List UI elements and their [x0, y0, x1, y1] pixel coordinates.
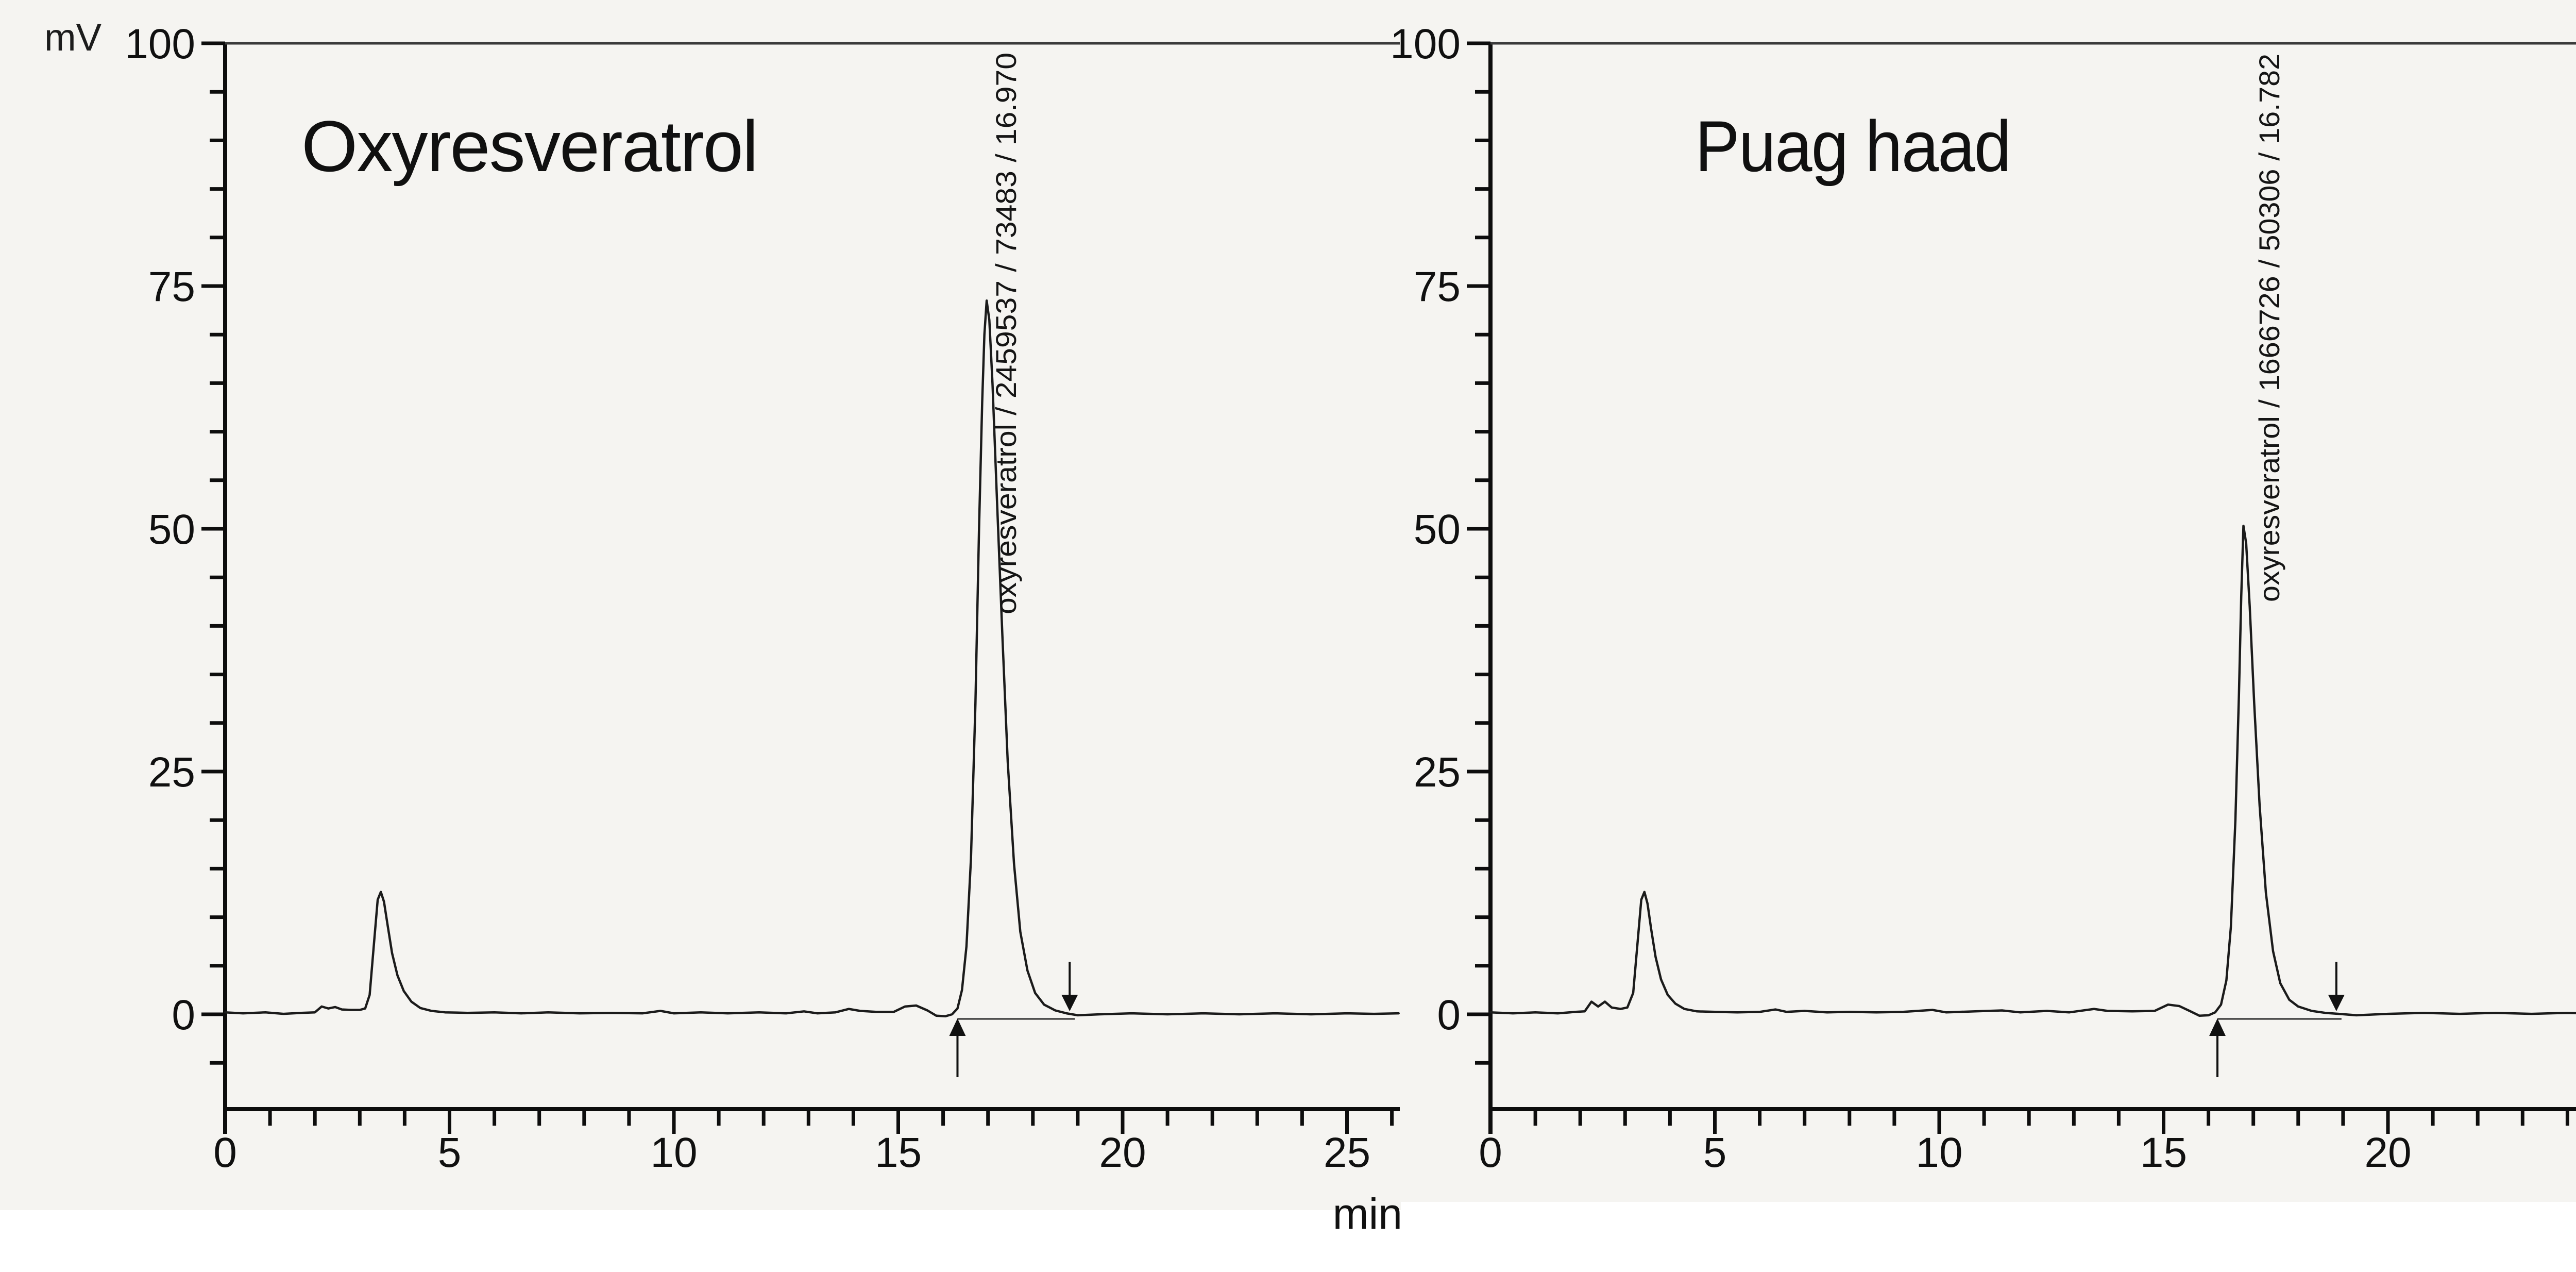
- x-tick-label: 0: [1479, 1129, 1502, 1176]
- y-tick-label: 0: [172, 992, 195, 1039]
- panel-title: Puag haad: [1695, 106, 2010, 187]
- y-tick-label: 100: [125, 21, 195, 68]
- x-tick-label: 20: [1099, 1129, 1146, 1176]
- y-tick-label: 25: [148, 749, 195, 796]
- left-panel-background-extension: [0, 1202, 1401, 1210]
- x-axis-unit-label: min: [1333, 1190, 1402, 1238]
- axes: [223, 42, 1400, 1134]
- axis-ticks: 0 25 50 75 100 0 5 10 15 20 25: [125, 21, 1394, 1176]
- y-tick-label: 25: [1414, 749, 1461, 796]
- x-tick-label: 25: [1324, 1129, 1370, 1176]
- x-tick-label: 5: [438, 1129, 462, 1176]
- peak-annotation: oxyresveratrol / 1666726 / 50306 / 16.78…: [2253, 54, 2285, 602]
- panel-oxyresveratrol: Oxyresveratrol 0 25 50 75 100 0 5 10 15 20 25 oxyr…: [125, 21, 1402, 1238]
- chromatogram-trace: [1489, 525, 2576, 1017]
- peak-end-arrowhead: [2328, 995, 2345, 1011]
- x-tick-label: 10: [1916, 1129, 1962, 1176]
- peak-annotation: oxyresveratrol / 2459537 / 73483 / 16.97…: [990, 53, 1022, 614]
- peak-end-arrowhead: [1061, 995, 1078, 1011]
- chromatogram-trace: [224, 299, 1400, 1018]
- integration-marks: [949, 962, 1078, 1077]
- x-tick-label: 5: [1703, 1129, 1727, 1176]
- y-tick-label: 75: [148, 263, 195, 310]
- integration-marks: [2209, 962, 2345, 1077]
- y-axis-unit-label: mV: [44, 16, 102, 59]
- peak-start-arrowhead: [2209, 1018, 2226, 1036]
- x-tick-label: 15: [2140, 1129, 2187, 1176]
- panels-background: [0, 0, 2576, 1202]
- x-tick-label: 20: [2364, 1129, 2411, 1176]
- panel-title: Oxyresveratrol: [301, 106, 757, 187]
- y-tick-label: 50: [148, 506, 195, 553]
- peak-start-arrowhead: [949, 1018, 966, 1036]
- x-tick-label: 10: [650, 1129, 697, 1176]
- y-tick-label: 50: [1414, 506, 1461, 553]
- axes: [1488, 42, 2576, 1134]
- y-tick-label: 75: [1414, 263, 1461, 310]
- x-tick-label: 15: [875, 1129, 922, 1176]
- y-tick-label: 100: [1390, 21, 1461, 68]
- y-tick-label: 0: [1437, 992, 1461, 1039]
- x-tick-label: 0: [213, 1129, 237, 1176]
